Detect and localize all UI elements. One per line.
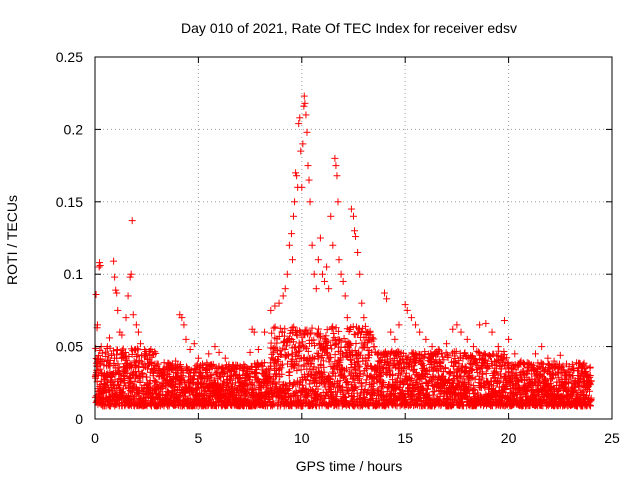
data-point (151, 348, 159, 356)
data-point (135, 367, 143, 375)
data-point (162, 383, 170, 391)
data-point (152, 349, 160, 357)
data-point (133, 345, 141, 353)
data-point (147, 359, 155, 367)
data-point (115, 370, 123, 378)
y-tick-label: 0.05 (56, 339, 83, 355)
y-axis-label: ROTI / TECUs (4, 195, 20, 285)
data-point (117, 375, 125, 383)
y-tick-label: 0.15 (56, 194, 83, 210)
data-point (114, 360, 122, 368)
data-point (127, 387, 135, 395)
data-point (130, 392, 138, 400)
x-axis-label: GPS time / hours (296, 458, 403, 474)
data-point (134, 386, 142, 394)
data-point (131, 359, 139, 367)
chart-title: Day 010 of 2021, Rate Of TEC Index for r… (181, 20, 517, 36)
data-point (180, 377, 188, 385)
x-tick-label: 15 (397, 430, 413, 446)
data-point (124, 364, 132, 372)
data-points (91, 92, 595, 410)
data-point (133, 352, 141, 360)
data-point (178, 366, 186, 374)
data-point (163, 395, 171, 403)
data-point (119, 345, 127, 353)
data-point (136, 379, 144, 387)
data-point (160, 359, 168, 367)
x-tick-label: 0 (91, 430, 99, 446)
x-tick-label: 5 (195, 430, 203, 446)
y-tick-label: 0 (75, 411, 83, 427)
data-point (115, 364, 123, 372)
y-tick-label: 0.1 (64, 266, 84, 282)
data-point (151, 378, 159, 386)
data-point (134, 346, 142, 354)
y-tick-label: 0.2 (64, 121, 84, 137)
x-tick-label: 25 (604, 430, 620, 446)
x-tick-label: 10 (294, 430, 310, 446)
data-point (92, 344, 100, 352)
x-tick-label: 20 (501, 430, 517, 446)
data-point (119, 385, 127, 393)
data-point (130, 357, 138, 365)
data-point (98, 349, 106, 357)
y-tick-label: 0.25 (56, 49, 83, 65)
